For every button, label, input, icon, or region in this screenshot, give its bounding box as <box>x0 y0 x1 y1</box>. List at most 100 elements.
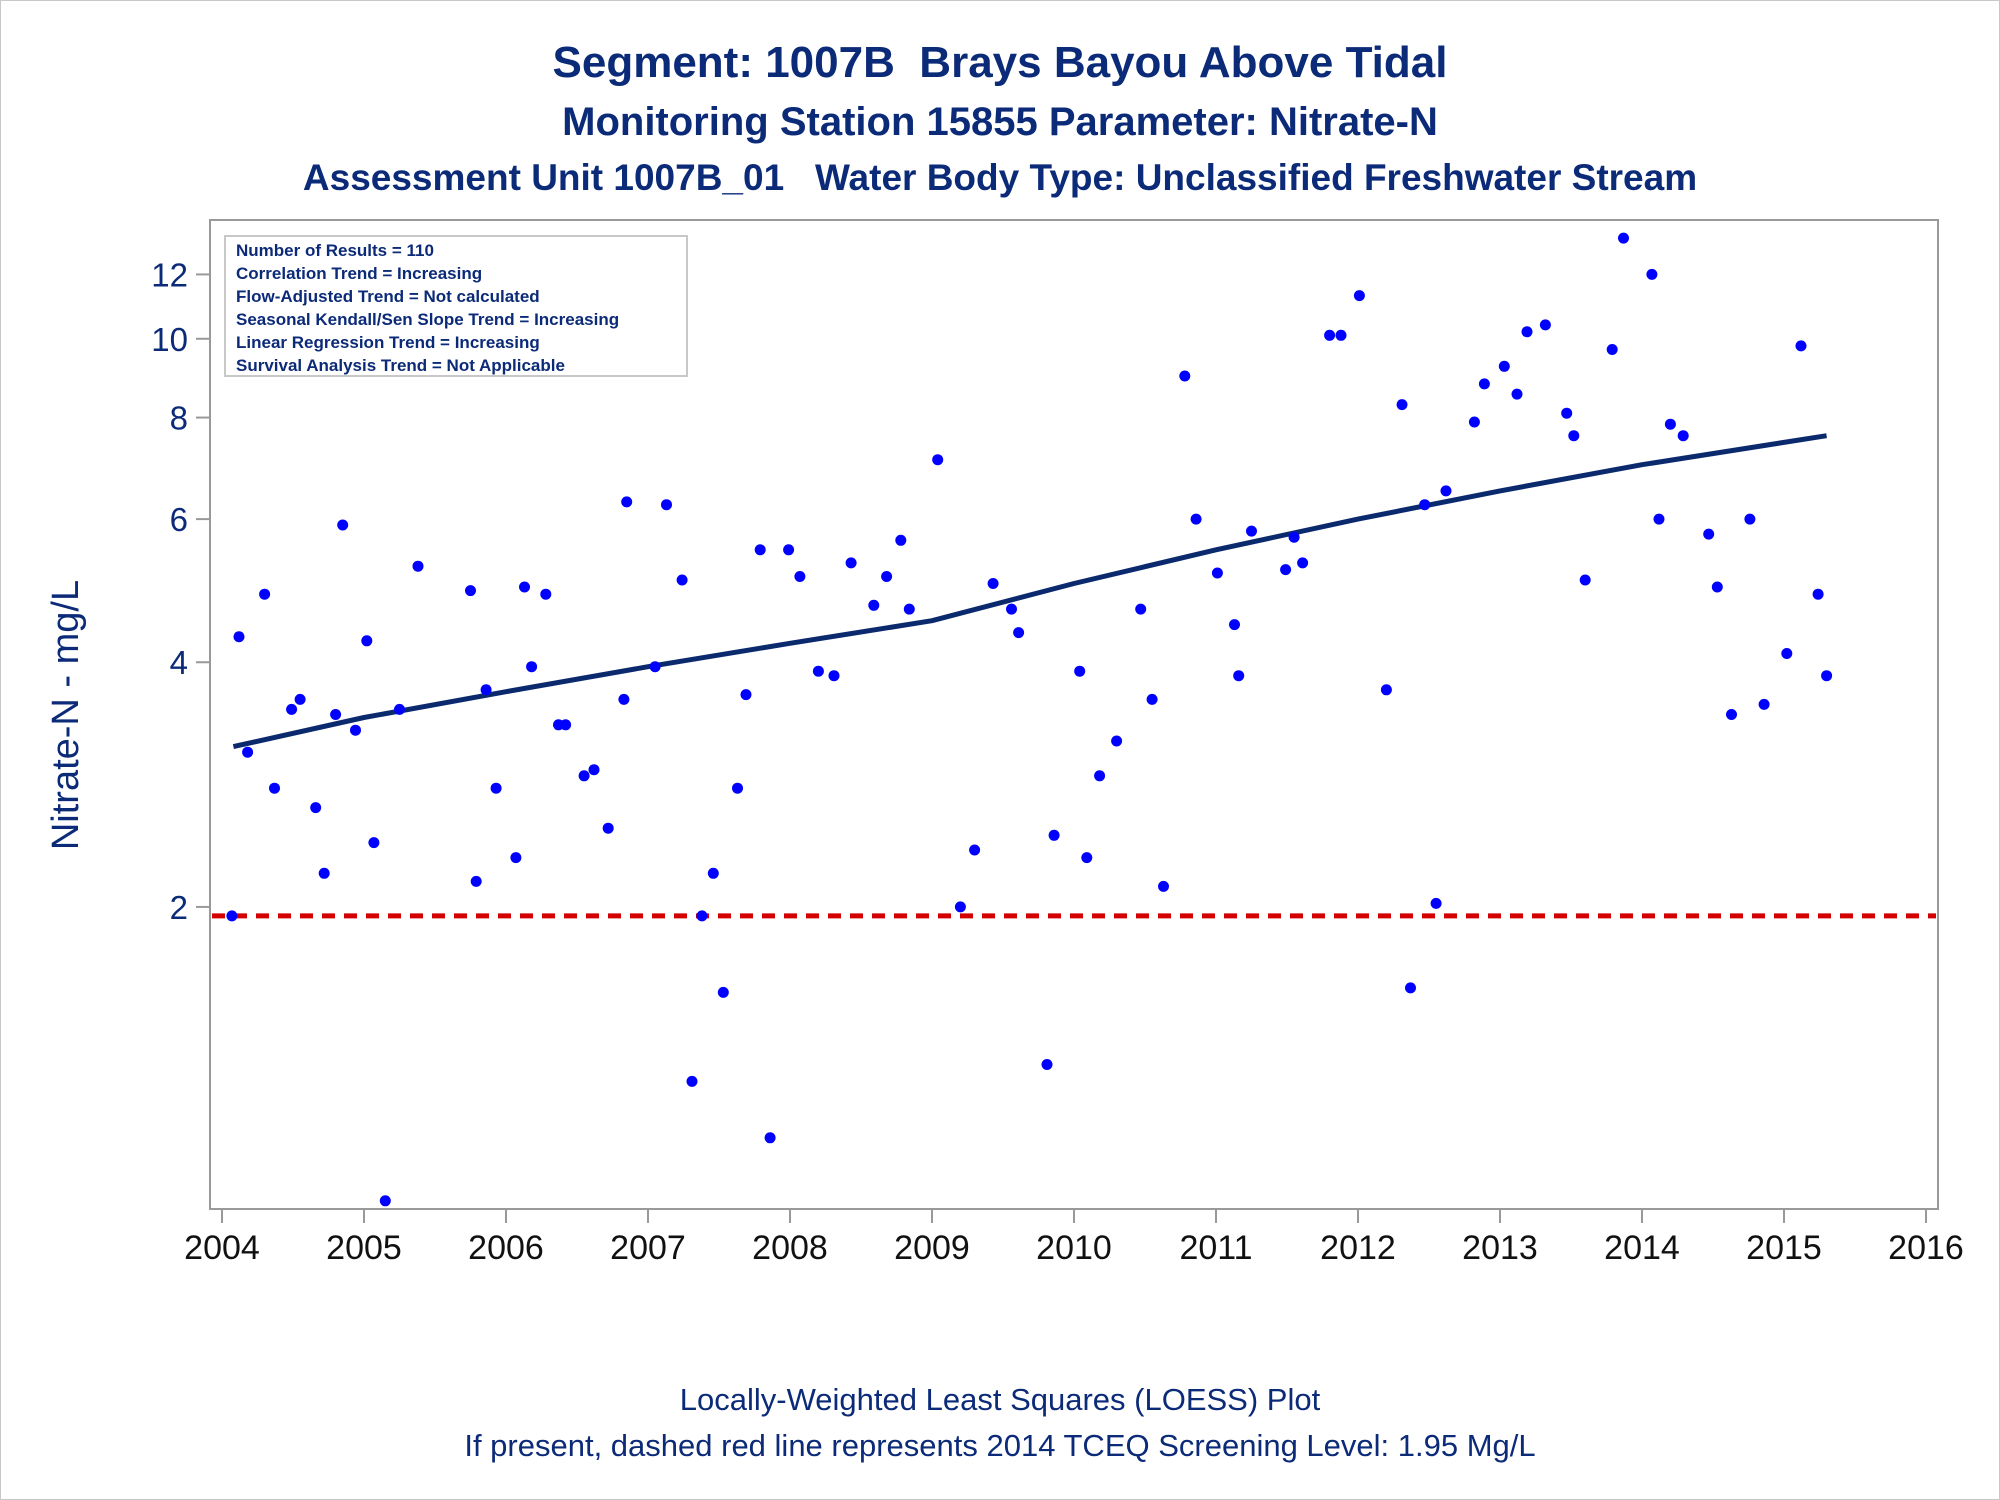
data-point <box>1280 564 1292 576</box>
data-point <box>368 837 380 849</box>
data-point <box>1653 513 1665 525</box>
data-point <box>379 1195 391 1207</box>
data-point <box>932 454 944 466</box>
footnote-screening: If present, dashed red line represents 2… <box>464 1428 1536 1463</box>
data-point <box>1158 880 1169 892</box>
data-point <box>578 770 590 782</box>
data-point <box>1335 329 1347 341</box>
x-tick-label: 2012 <box>1320 1229 1396 1267</box>
x-tick-label: 2015 <box>1746 1229 1822 1267</box>
data-point <box>1246 525 1257 537</box>
data-point <box>350 724 361 736</box>
data-point <box>1664 418 1676 430</box>
x-axis: 2004 2005 2006 2007 2008 2009 2010 2011 2012 2013… <box>184 1209 1964 1267</box>
data-point <box>1094 770 1106 782</box>
data-point <box>740 689 752 701</box>
y-tick-label: 10 <box>151 321 188 358</box>
stats-line: Linear Regression Trend = Increasing <box>236 333 540 352</box>
plot-area <box>209 219 1939 1210</box>
data-point <box>480 684 492 696</box>
data-point <box>1440 485 1452 497</box>
data-point <box>602 822 614 834</box>
x-tick-label: 2013 <box>1462 1229 1538 1267</box>
data-point <box>588 764 600 776</box>
data-point <box>330 709 342 720</box>
data-point <box>470 875 482 887</box>
data-point <box>1561 407 1573 419</box>
data-point <box>1211 567 1223 579</box>
data-point <box>987 578 999 589</box>
data-point <box>1579 574 1591 586</box>
y-axis: 2 4 6 8 10 12 <box>151 256 210 926</box>
data-point <box>310 802 322 814</box>
data-point <box>1539 319 1551 331</box>
x-tick-label: 2006 <box>468 1229 544 1267</box>
data-point <box>1074 665 1086 677</box>
data-point <box>286 703 298 715</box>
data-point <box>1288 531 1300 543</box>
x-tick-label: 2009 <box>894 1229 970 1267</box>
data-point <box>1190 513 1202 525</box>
data-point <box>361 635 373 647</box>
data-point <box>294 693 306 705</box>
data-point <box>1013 627 1025 639</box>
stats-line: Number of Results = 110 <box>236 241 434 260</box>
data-point <box>1179 370 1191 382</box>
data-point <box>676 574 688 586</box>
y-tick-label: 2 <box>170 889 188 926</box>
data-point <box>845 557 857 569</box>
data-point <box>868 599 880 611</box>
y-tick-label: 4 <box>170 644 188 681</box>
data-point <box>1081 852 1093 864</box>
data-point <box>783 544 795 556</box>
x-tick-label: 2010 <box>1036 1229 1112 1267</box>
plot-border <box>209 219 1939 1210</box>
data-point <box>764 1132 776 1144</box>
data-point <box>1521 326 1533 338</box>
y-tick-label: 12 <box>151 256 188 293</box>
data-point <box>318 867 330 879</box>
data-point <box>540 588 552 600</box>
data-point <box>1396 399 1408 411</box>
data-point <box>621 496 633 508</box>
data-point <box>1606 344 1618 355</box>
stats-line: Survival Analysis Trend = Not Applicable <box>236 356 565 375</box>
data-point <box>1726 709 1737 720</box>
data-point <box>1419 499 1431 511</box>
x-tick-label: 2014 <box>1604 1229 1680 1267</box>
trend-group <box>232 433 1827 750</box>
data-points <box>226 232 1833 1207</box>
data-point <box>1646 268 1658 280</box>
data-point <box>661 499 672 511</box>
data-point <box>895 534 907 546</box>
data-point <box>1498 360 1510 372</box>
data-point <box>969 844 981 856</box>
data-point <box>269 782 280 794</box>
data-point <box>649 661 661 673</box>
data-point <box>1135 603 1147 615</box>
data-point <box>1795 340 1807 352</box>
x-tick-label: 2008 <box>752 1229 828 1267</box>
data-point <box>794 571 806 582</box>
data-point <box>1048 829 1060 841</box>
data-point <box>1478 378 1490 390</box>
y-tick-label: 8 <box>170 400 188 437</box>
data-point <box>519 581 530 593</box>
data-point <box>707 867 719 879</box>
x-tick-label: 2004 <box>184 1229 260 1267</box>
stats-line: Flow-Adjusted Trend = Not calculated <box>236 287 540 306</box>
data-point <box>337 519 349 531</box>
data-point <box>1041 1059 1053 1070</box>
data-point <box>233 631 245 643</box>
data-point <box>1233 670 1245 682</box>
data-point <box>1618 232 1629 244</box>
data-point <box>954 901 966 913</box>
y-tick-label: 6 <box>170 501 188 538</box>
data-point <box>412 560 424 572</box>
x-tick-label: 2005 <box>326 1229 402 1267</box>
x-tick-label: 2007 <box>610 1229 686 1267</box>
data-point <box>394 703 405 715</box>
data-point <box>1568 430 1580 442</box>
data-point <box>686 1075 698 1087</box>
data-point <box>242 746 254 758</box>
